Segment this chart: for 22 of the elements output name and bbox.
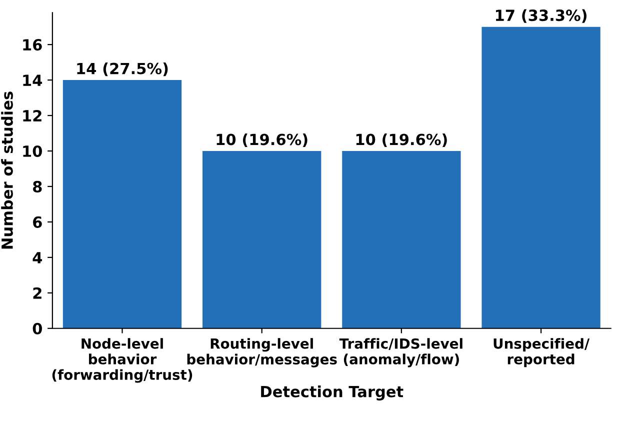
data-label: 10 (19.6%) — [216, 133, 308, 148]
data-label: 14 (27.5%) — [77, 62, 168, 76]
y-tick-label: 2 — [33, 287, 42, 299]
y-tick-label: 4 — [32, 252, 42, 264]
bar — [342, 150, 461, 328]
y-tick-label: 14 — [23, 74, 42, 86]
data-label: 10 (19.6%) — [356, 133, 447, 148]
y-tick-label: 6 — [33, 216, 42, 228]
y-tick-label: 0 — [32, 322, 42, 334]
x-tick-label: Routing-level behavior/messages — [187, 338, 337, 368]
bar — [202, 150, 322, 328]
y-tick-label: 12 — [23, 110, 42, 122]
y-tick-label: 16 — [23, 39, 42, 51]
bar — [482, 26, 600, 328]
x-tick-label: Traffic/IDS-level (anomaly/flow) — [339, 338, 462, 368]
x-axis-title: Detection Target — [261, 386, 404, 400]
y-tick-label: 8 — [33, 180, 42, 192]
x-tick-label: Unspecified/ reported — [494, 338, 590, 368]
y-axis-title: Number of studies — [1, 92, 13, 249]
bar — [62, 80, 182, 328]
y-tick-label: 10 — [23, 145, 42, 158]
data-label: 17 (33.3%) — [496, 9, 586, 23]
